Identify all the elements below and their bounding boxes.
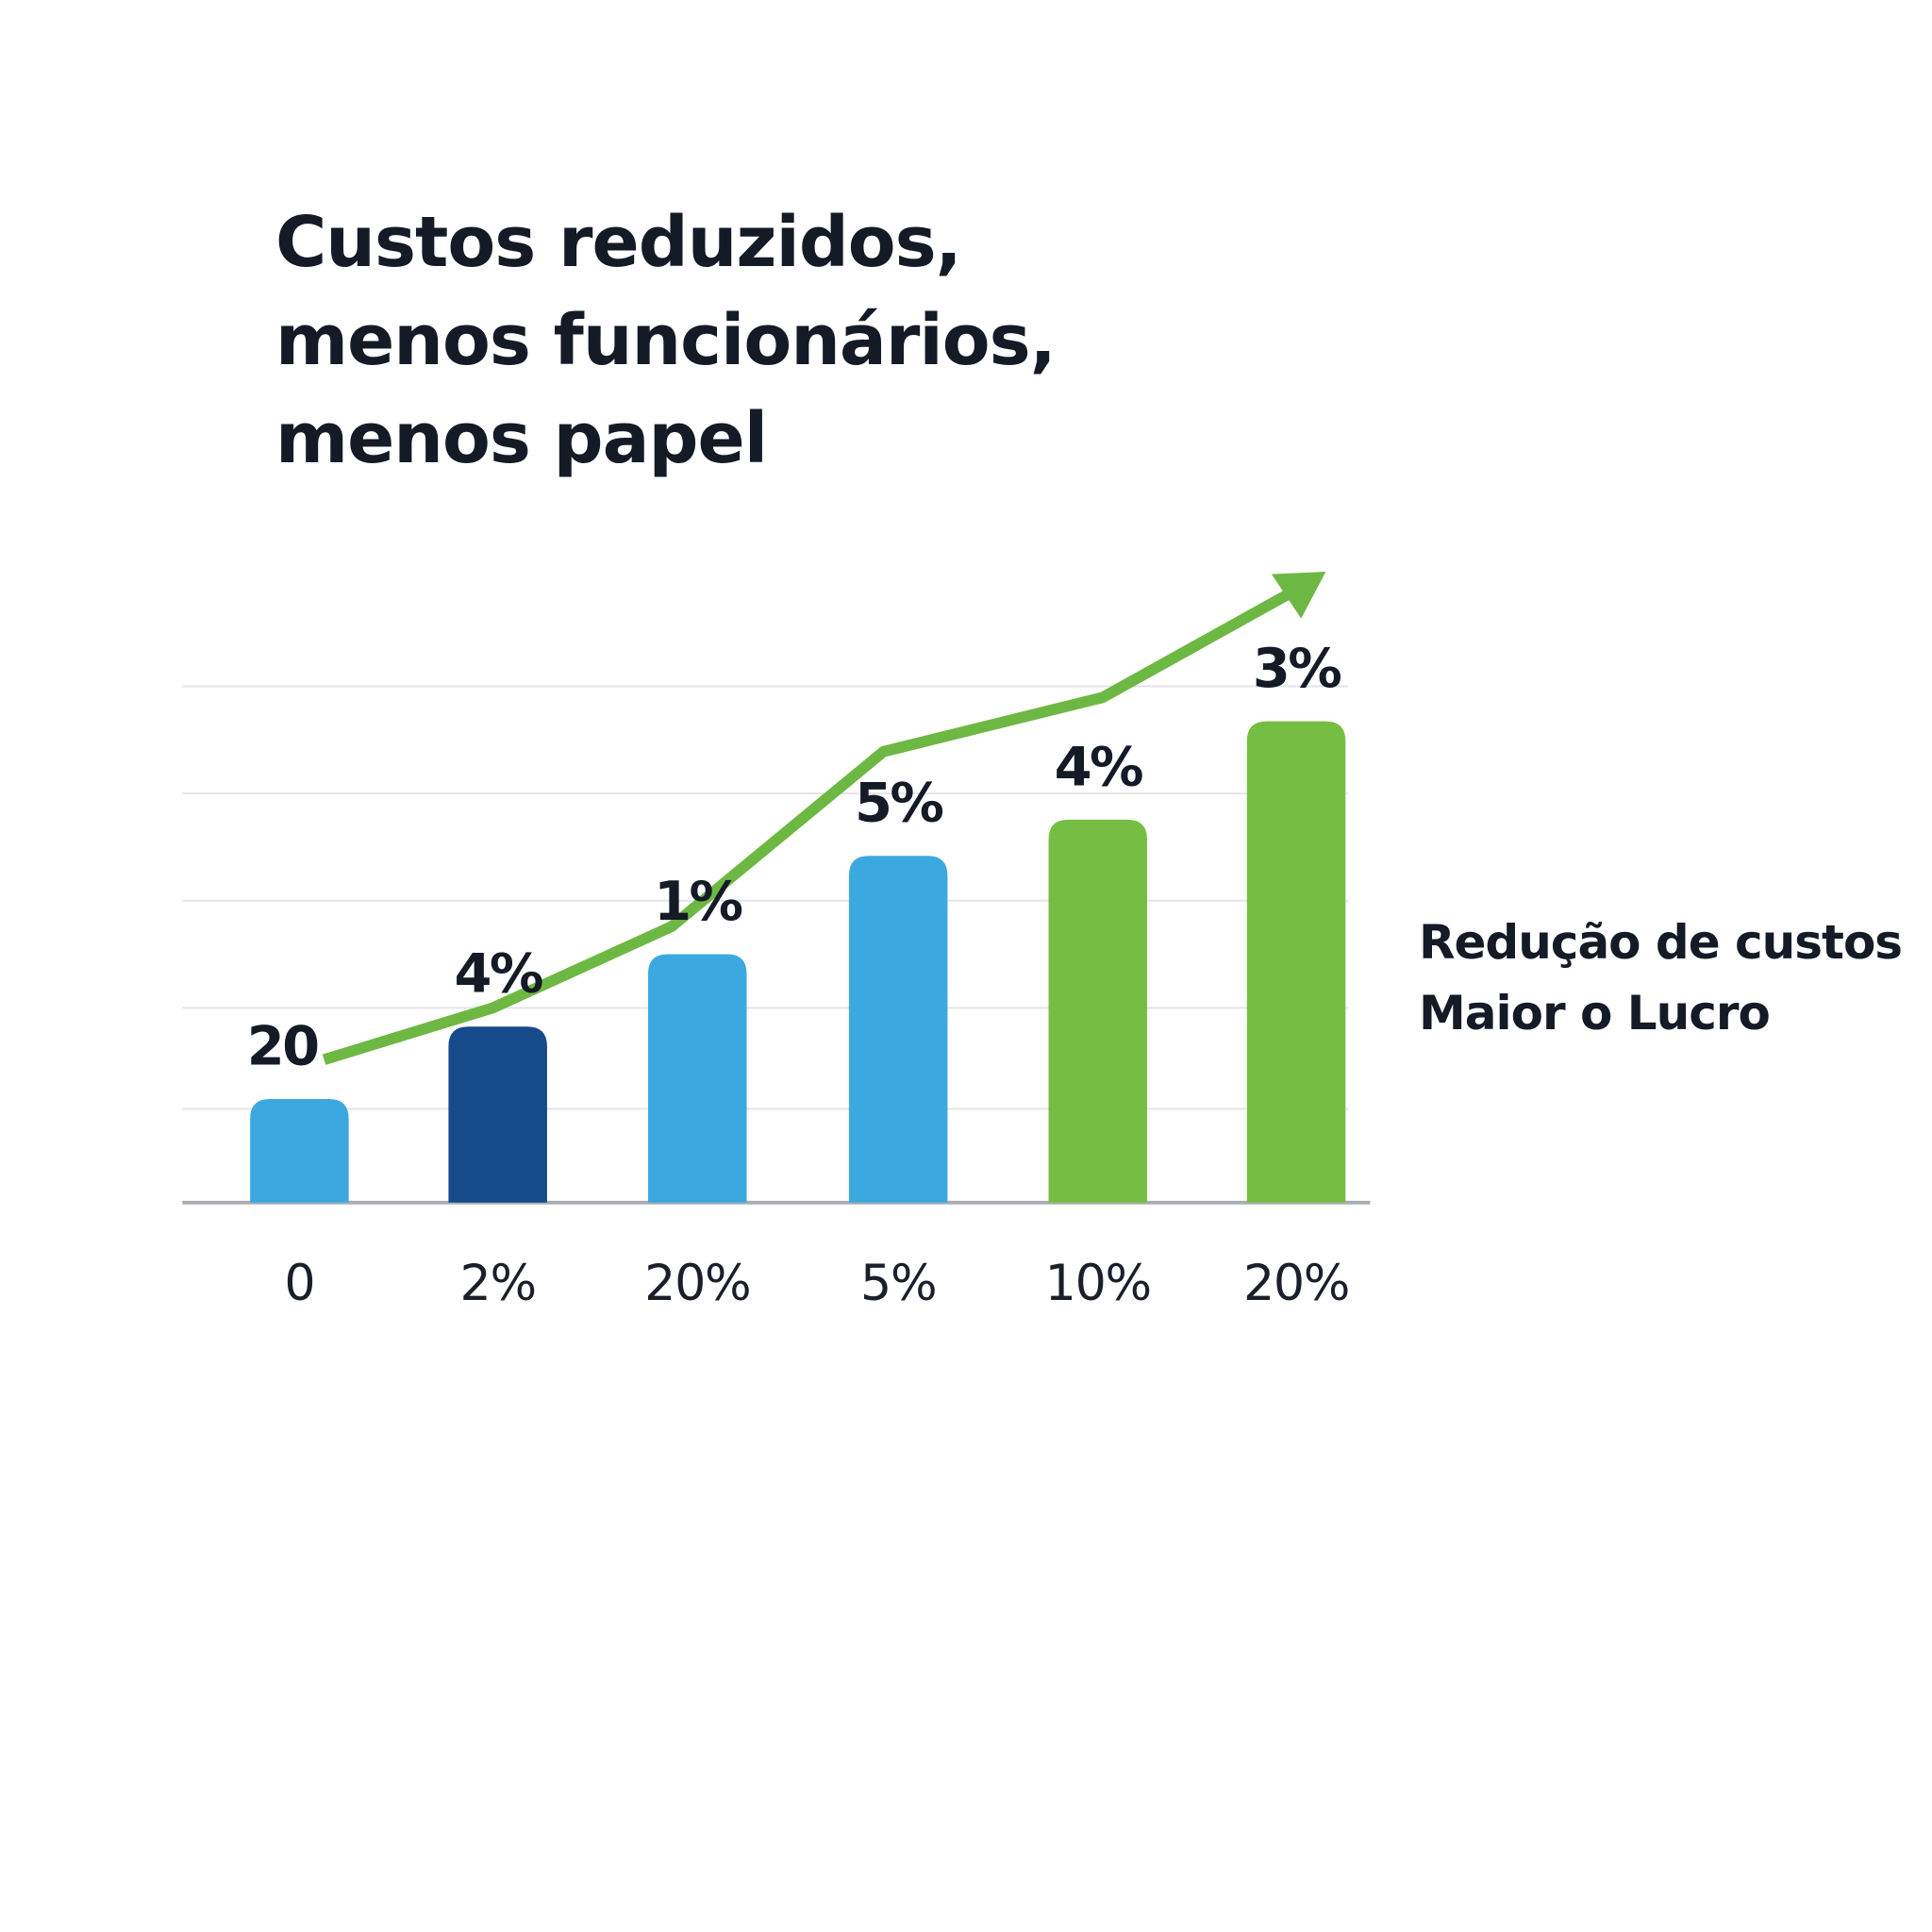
- annotation-line-1: Redução de custos: [1419, 915, 1903, 970]
- side-annotation: Redução de custos Maior o Lucro: [1419, 908, 1903, 1049]
- title-line-3: menos papel: [275, 398, 768, 479]
- trend-line: [322, 582, 1303, 1065]
- data-label: 4%: [1055, 735, 1142, 798]
- trend-arrow-head: [1271, 572, 1326, 619]
- title-line-2: menos funcionários,: [275, 300, 1057, 381]
- x-tick-label: 20%: [644, 1256, 750, 1312]
- x-tick-label: 20%: [1243, 1256, 1349, 1312]
- data-label: 3%: [1253, 637, 1341, 700]
- chart-title: Custos reduzidos, menos funcionários, me…: [275, 193, 1057, 488]
- x-tick-label: 0: [284, 1256, 314, 1312]
- x-tick-label: 10%: [1045, 1256, 1151, 1312]
- bar: [648, 954, 747, 1203]
- x-tick-label: 2%: [460, 1256, 536, 1312]
- data-label: 20: [247, 1014, 318, 1077]
- x-tick-label: 5%: [860, 1256, 936, 1312]
- data-label: 5%: [855, 772, 942, 835]
- bar: [250, 1099, 349, 1203]
- data-label: 4%: [455, 942, 542, 1006]
- data-label: 1%: [654, 870, 741, 933]
- bar: [848, 856, 948, 1203]
- bar: [1048, 819, 1147, 1203]
- annotation-line-2: Maior o Lucro: [1419, 986, 1771, 1041]
- title-line-1: Custos reduzidos,: [275, 202, 962, 283]
- bar: [1246, 721, 1346, 1203]
- bar: [448, 1026, 547, 1203]
